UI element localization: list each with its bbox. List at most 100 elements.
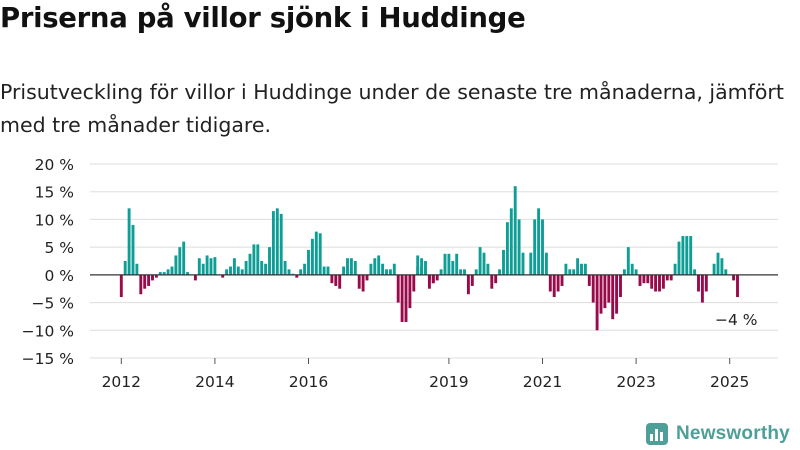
bar [427,274,431,281]
bar [154,274,158,278]
bar [271,211,275,275]
bar [365,274,369,281]
bar [346,258,349,275]
bar [166,269,170,275]
bar [732,274,736,281]
bar [201,263,205,275]
bar [552,274,556,298]
bar [127,208,131,275]
bar [587,274,591,286]
bar [638,274,642,286]
bar [665,274,669,281]
bar [463,269,466,275]
bar [252,244,256,275]
bar [704,274,708,292]
bar [466,274,470,295]
bar [700,274,704,303]
bar [431,274,435,284]
bar-chart-icon [646,423,668,445]
y-tick-label: 0 % [44,267,74,285]
bar [564,263,568,275]
bar [677,241,681,275]
bar [326,266,330,275]
bar [443,253,447,275]
bar [505,222,509,275]
bar [630,263,634,275]
bar [353,261,357,275]
bar [424,261,427,275]
bar [338,274,342,289]
brand-name: Newsworthy [676,423,790,444]
bar [583,263,587,275]
x-tick-label: 2012 [102,373,141,391]
bar [174,255,178,275]
x-tick-label: 2016 [289,373,328,391]
bar [385,269,388,275]
y-tick-label: 10 % [35,211,74,229]
bar [279,213,283,275]
bar [576,258,580,275]
bar [236,266,240,275]
bar [654,274,658,292]
bar [599,274,603,314]
bar [642,274,646,284]
bar [260,261,264,275]
bar [697,274,700,292]
bar [669,274,673,281]
bar [568,269,572,275]
bar [615,274,619,314]
bar [502,249,505,275]
bar [244,261,248,275]
bar [303,263,307,275]
bar [490,274,494,289]
chart-title: Priserna på villor sjönk i Huddinge [0,2,526,34]
bar [622,269,626,275]
bar [693,269,697,275]
bar [607,274,611,303]
bar [322,266,326,275]
y-tick-label: 5 % [44,239,74,257]
bar [736,274,739,298]
bar [439,269,443,275]
bar [478,247,482,275]
bar [381,263,385,275]
x-tick-label: 2021 [523,373,562,391]
bar [147,274,151,286]
bar [591,274,595,303]
bar [603,274,607,309]
bar [560,274,564,286]
bar [544,252,548,275]
bar [611,274,615,320]
last-value-label: −4 % [715,311,758,329]
bar [330,274,334,284]
bar [295,274,299,278]
bar [361,274,365,292]
bar [225,269,229,275]
bar [455,253,459,275]
bar [416,255,420,275]
y-tick-label: −10 % [22,322,74,340]
y-tick-label: −15 % [22,350,74,368]
bar [658,274,661,292]
bar [287,269,291,275]
bar [427,274,431,289]
bar [299,269,303,275]
bar [650,274,654,289]
bar [377,255,381,275]
bar [193,274,197,281]
y-tick-label: 15 % [35,184,74,202]
bar [494,274,498,284]
x-tick-label: 2023 [616,373,655,391]
bar [404,274,408,322]
bar [357,274,361,289]
chart-subtitle: Prisutveckling för villor i Huddinge und… [0,80,784,137]
bar [646,274,650,284]
bar [459,269,463,275]
bar [580,263,583,275]
bar [388,269,392,275]
bar [685,236,689,275]
bar [369,263,373,275]
bar [451,261,455,275]
bar [240,269,244,275]
bar [548,274,552,292]
